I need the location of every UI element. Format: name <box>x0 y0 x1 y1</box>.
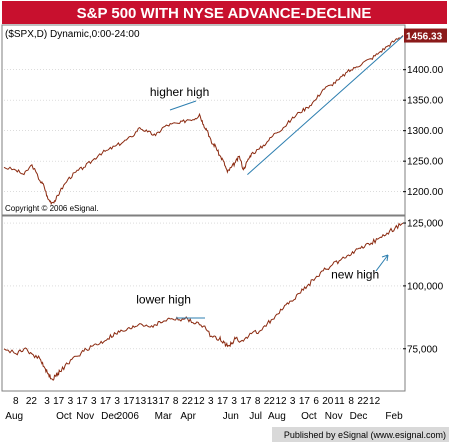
x-tick-day-label: 20 <box>322 396 334 407</box>
x-tick-month-label: Oct <box>301 411 317 422</box>
x-tick-day-label: 8 <box>13 396 19 407</box>
x-tick-day-label: 6 <box>313 396 319 407</box>
higher-high-pointer <box>169 100 197 111</box>
y-tick-label: 1250.00 <box>407 157 444 168</box>
x-tick-day-label: 3 <box>68 396 74 407</box>
x-tick-day-label: 12 <box>369 396 381 407</box>
y-tick-label: 1300.00 <box>407 126 444 137</box>
chart-title: S&P 500 WITH NYSE ADVANCE-DECLINE <box>77 5 372 22</box>
y-tick-label: 75,000 <box>407 344 438 355</box>
x-tick-month-label: Aug <box>5 411 23 422</box>
x-tick-day-label: 3 <box>91 396 97 407</box>
x-tick-month-label: Jun <box>223 411 239 422</box>
series-line <box>3 222 404 381</box>
x-tick-day-label: 12 <box>275 396 287 407</box>
x-tick-month-label: Nov <box>325 411 343 422</box>
x-tick-day-label: 3 <box>290 396 296 407</box>
price-panel-frame <box>1 24 406 216</box>
x-tick-day-label: 11 <box>334 396 345 407</box>
y-tick-label: 1350.00 <box>407 96 444 107</box>
x-tick-month-label: Dec <box>101 411 119 422</box>
x-tick-day-label: 17 <box>217 396 229 407</box>
x-tick-month-label: Aug <box>268 411 286 422</box>
x-tick-month-label: 2006 <box>117 411 140 422</box>
footer-text: Published by eSignal (www.esignal.com) <box>284 430 446 440</box>
x-tick-month-label: Mar <box>155 411 173 422</box>
x-tick-day-label: 22 <box>264 396 276 407</box>
annotation-text: new high <box>331 267 379 281</box>
x-tick-day-label: 3 <box>208 396 214 407</box>
x-tick-month-label: Apr <box>180 411 196 422</box>
x-tick-day-label: 8 <box>173 396 179 407</box>
x-tick-month-label: Feb <box>385 411 403 422</box>
footer-bar <box>272 427 449 442</box>
last-value-badge <box>404 28 447 43</box>
new-high-arrow <box>375 254 389 272</box>
x-tick-day-label: 17 <box>299 396 311 407</box>
x-tick-day-label: 8 <box>255 396 261 407</box>
x-tick-day-label: 17 <box>53 396 65 407</box>
x-tick-day-label: 3 <box>231 396 237 407</box>
x-tick-day-label: 12 <box>194 396 206 407</box>
x-tick-day-label: 13 <box>135 396 147 407</box>
x-tick-month-label: Dec <box>350 411 368 422</box>
y-tick-label: 1200.00 <box>407 187 444 198</box>
y-tick-label: 1400.00 <box>407 65 444 76</box>
x-tick-day-label: 22 <box>182 396 194 407</box>
x-tick-day-label: 3 <box>44 396 50 407</box>
x-tick-day-label: 13 <box>147 396 159 407</box>
x-tick-day-label: 8 <box>348 396 354 407</box>
y-tick-label: 100,000 <box>407 281 444 292</box>
copyright-text: Copyright © 2006 eSignal. <box>5 204 99 213</box>
x-tick-day-label: 17 <box>77 396 89 407</box>
annotation-text: lower high <box>136 293 191 307</box>
x-tick-day-label: 17 <box>100 396 112 407</box>
x-tick-day-label: 17 <box>158 396 170 407</box>
arrow-head-icon <box>381 254 389 262</box>
title-bar <box>2 1 447 24</box>
series-line <box>3 35 404 206</box>
x-tick-day-label: 22 <box>357 396 369 407</box>
x-tick-day-label: 17 <box>240 396 252 407</box>
price-panel-header: ($SPX,D) Dynamic,0:00-24:00 <box>5 29 140 40</box>
breadth-panel-frame <box>1 215 406 392</box>
x-tick-month-label: Jul <box>249 411 262 422</box>
x-tick-month-label: Nov <box>76 411 94 422</box>
last-value-label: 1456.33 <box>406 32 443 43</box>
x-tick-day-label: 22 <box>26 396 38 407</box>
x-tick-day-label: 17 <box>123 396 135 407</box>
trend-line <box>247 35 404 175</box>
x-tick-month-label: Oct <box>56 411 72 422</box>
x-tick-day-label: 3 <box>114 396 120 407</box>
y-tick-label: 125,000 <box>407 219 444 230</box>
annotation-text: higher high <box>150 85 209 99</box>
